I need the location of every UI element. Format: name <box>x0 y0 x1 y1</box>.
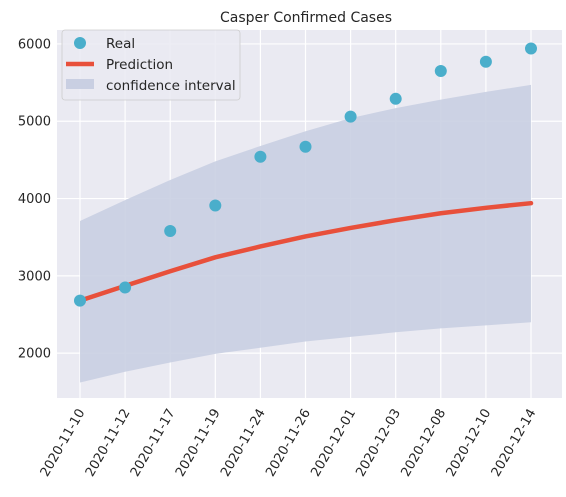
chart-title: Casper Confirmed Cases <box>220 10 392 26</box>
legend-interval-swatch <box>66 79 94 89</box>
legend-box <box>61 29 241 101</box>
x-tick-label: 2020-11-26 <box>263 407 314 480</box>
x-tick-label: 2020-12-08 <box>398 407 449 480</box>
real-point <box>479 55 492 68</box>
legend-real-marker <box>74 37 86 49</box>
legend-prediction-label: Prediction <box>106 57 173 73</box>
x-tick-label: 2020-11-19 <box>173 407 224 480</box>
x-tick-label: 2020-12-14 <box>489 407 540 480</box>
real-point <box>254 150 267 163</box>
real-point <box>119 281 132 294</box>
y-tick-label: 4000 <box>18 192 51 207</box>
real-points <box>74 42 537 307</box>
real-point <box>74 294 86 307</box>
x-tick-label: 2020-11-24 <box>218 407 269 480</box>
legend-real-label: Real <box>106 36 135 52</box>
real-point <box>164 225 177 238</box>
real-point <box>299 140 312 153</box>
real-point <box>344 110 357 123</box>
prediction-line <box>77 200 534 303</box>
real-point <box>434 64 447 77</box>
y-tick-label: 5000 <box>18 115 51 130</box>
x-tick-label: 2020-11-17 <box>128 407 179 480</box>
legend-interval-label: confidence interval <box>106 78 236 94</box>
y-tick-label: 2000 <box>18 347 51 362</box>
legend: Real Prediction confidence interval <box>61 29 241 101</box>
real-point <box>209 199 222 212</box>
y-tick-label: 3000 <box>18 269 51 284</box>
confidence-interval-band <box>80 84 531 383</box>
y-tick-labels: 2000 3000 4000 5000 6000 <box>18 37 51 361</box>
real-point <box>389 92 402 105</box>
x-tick-label: 2020-12-01 <box>308 407 359 480</box>
x-tick-label: 2020-11-10 <box>38 407 89 480</box>
real-point <box>525 42 537 55</box>
x-tick-label: 2020-12-03 <box>353 407 404 480</box>
x-tick-label: 2020-12-10 <box>444 407 495 480</box>
x-tick-labels: 2020-11-102020-11-122020-11-172020-11-19… <box>38 407 540 480</box>
x-tick-label: 2020-11-12 <box>83 407 134 480</box>
y-tick-label: 6000 <box>18 37 51 52</box>
